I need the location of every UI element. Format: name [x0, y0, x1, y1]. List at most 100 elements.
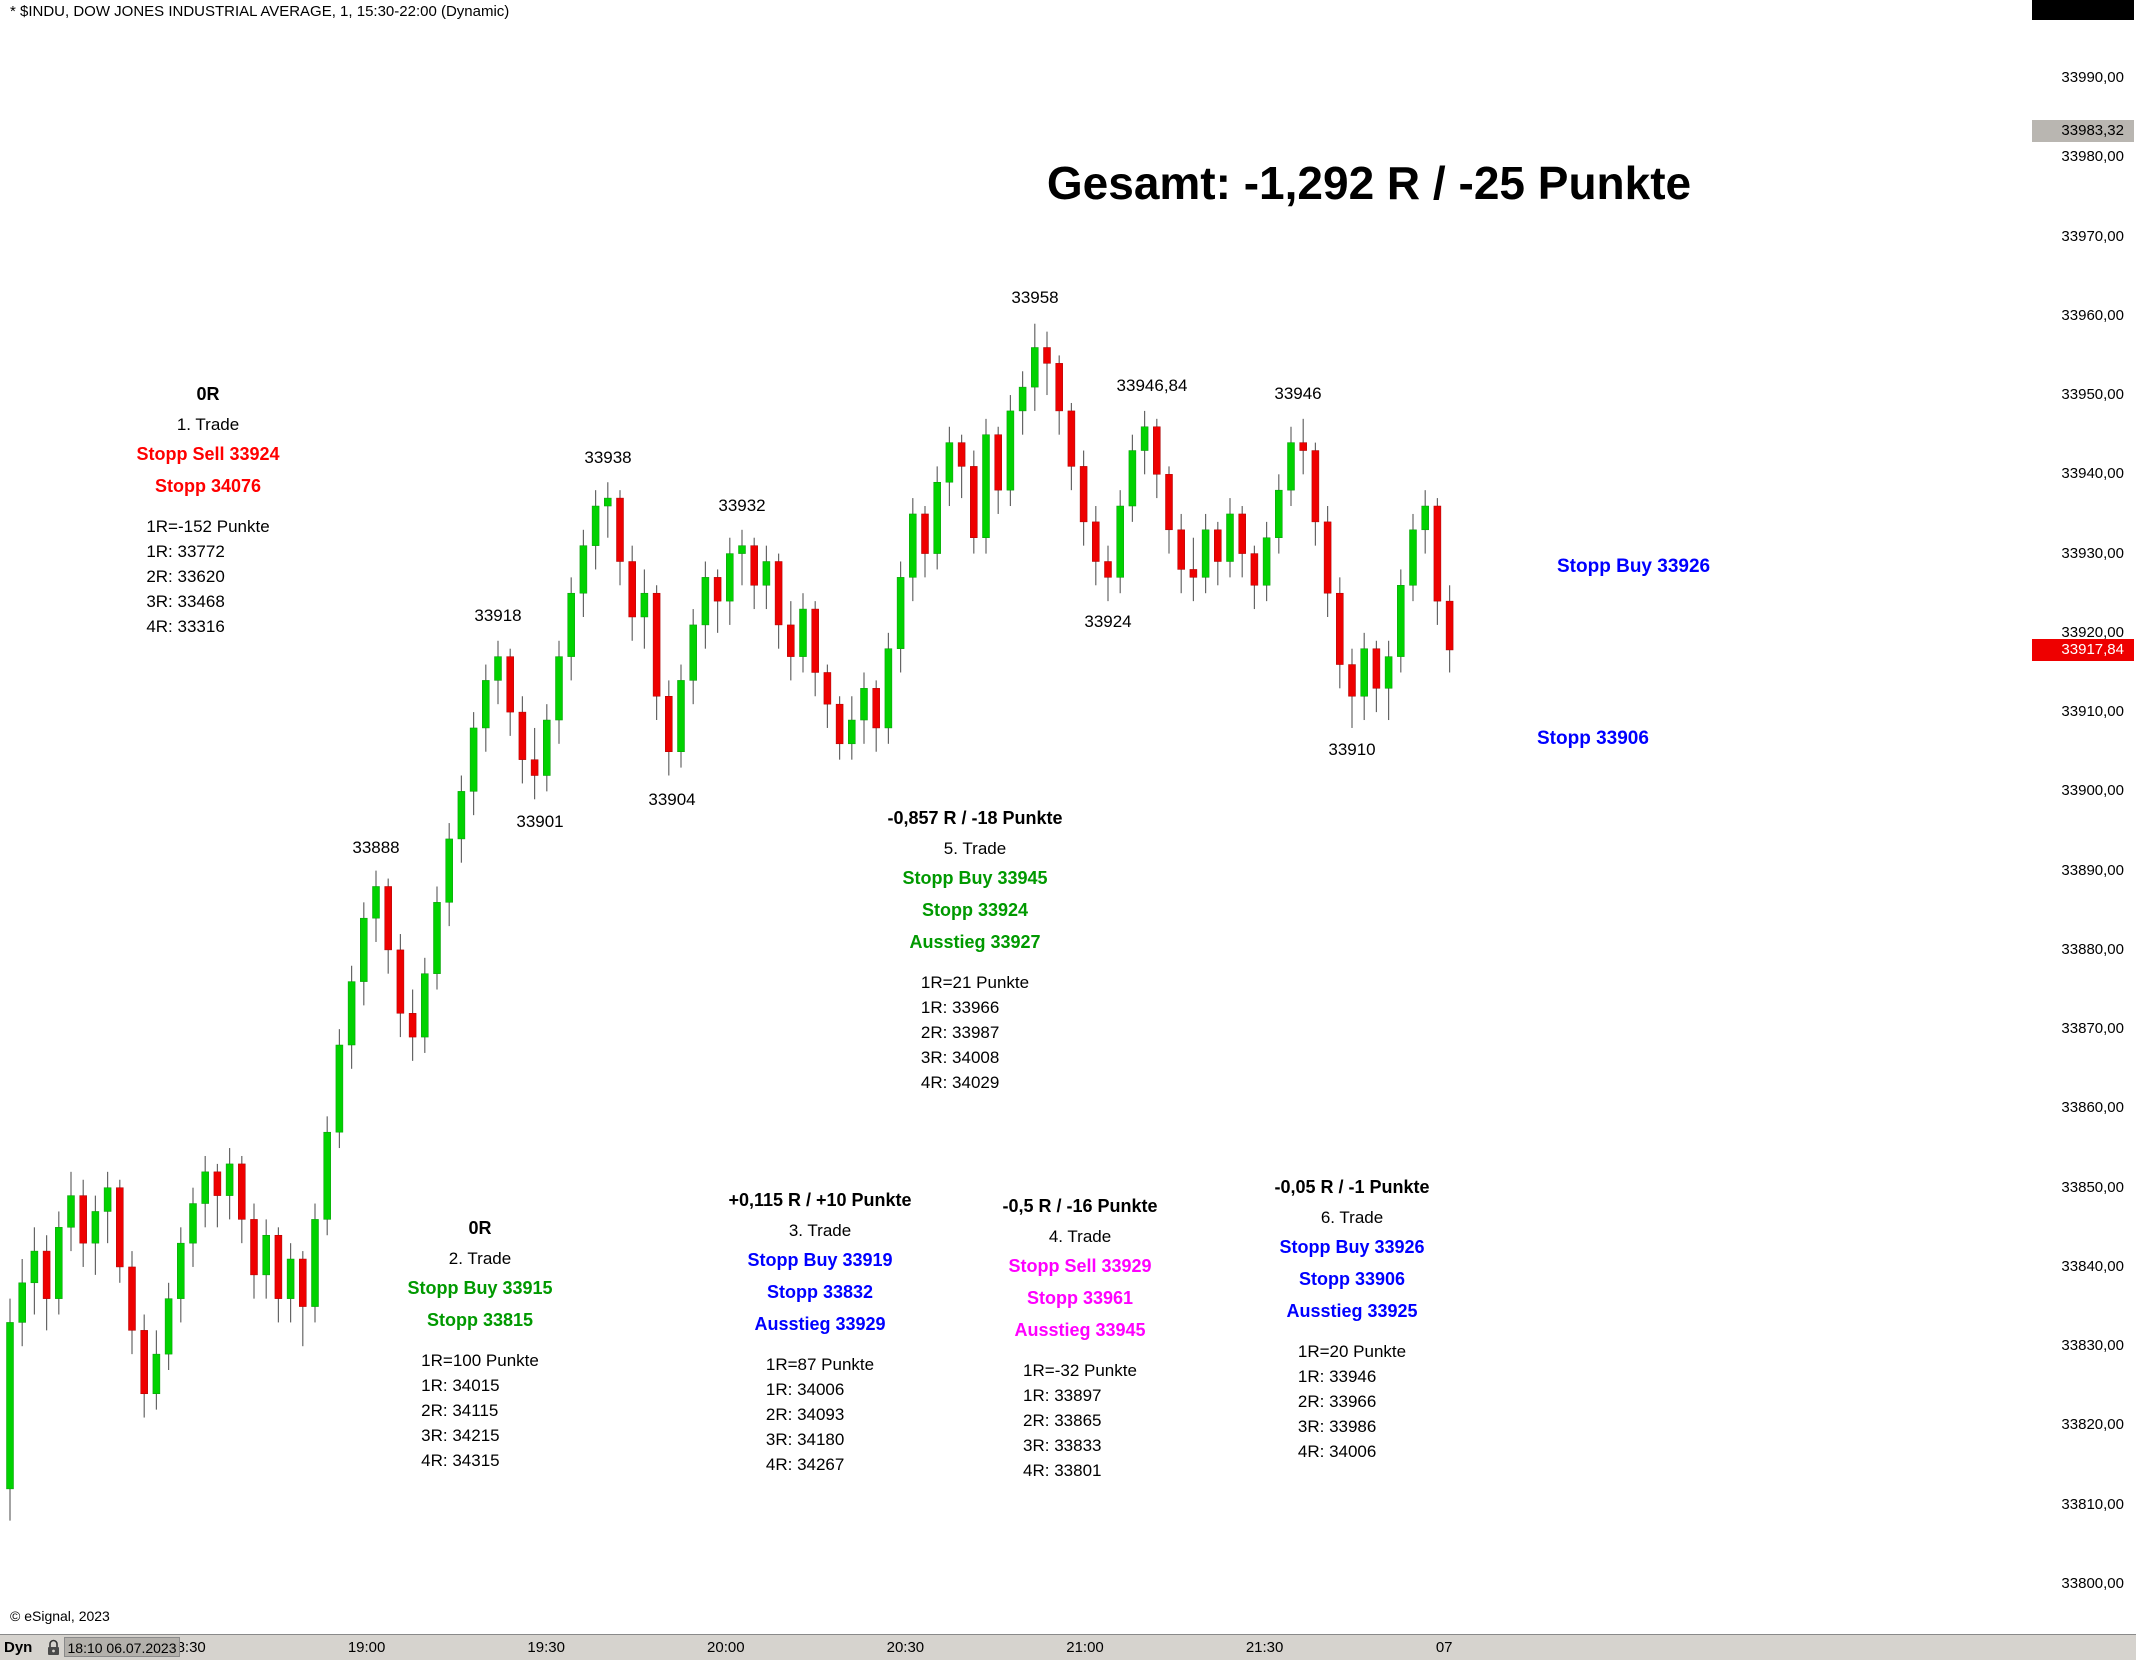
candle-body: [677, 680, 685, 752]
candle-body: [1433, 505, 1442, 602]
lock-icon[interactable]: [46, 1639, 61, 1660]
candle-body: [1421, 505, 1429, 531]
candle-body: [1445, 600, 1454, 651]
candle-body: [1299, 442, 1307, 451]
trade-r-line: 1R: 33897: [1023, 1386, 1102, 1405]
price-axis-label: 33800,00: [2061, 1574, 2124, 1592]
trade-r-line: 4R: 34029: [920, 1073, 1000, 1092]
candle-body: [555, 656, 563, 721]
trade-r-line: 2R: 34115: [421, 1401, 499, 1420]
swing-price-label: 33932: [718, 496, 766, 515]
candle-body: [482, 680, 490, 729]
candle-body: [299, 1258, 307, 1307]
trade-name: 2. Trade: [448, 1249, 512, 1268]
time-axis-label: 07: [1435, 1639, 1453, 1656]
candle-body: [30, 1250, 39, 1284]
candle-body: [1372, 648, 1381, 689]
candle-body: [79, 1195, 87, 1244]
candle-body: [469, 727, 478, 792]
candle-body: [1360, 648, 1368, 697]
trade-r-line: 3R: 34008: [920, 1048, 1000, 1067]
candle-body: [238, 1163, 246, 1220]
trade-r-line: 1R=100 Punkte: [421, 1351, 539, 1370]
candle-body: [1128, 450, 1137, 507]
price-axis-label: 33910,00: [2061, 703, 2124, 721]
trade-stop-line: Stopp 33906: [1298, 1269, 1406, 1289]
candle-body: [774, 561, 783, 626]
trade-annotation: +0,115 R / +10 Punkte 3. Trade Stopp Buy 3…: [728, 1190, 911, 1477]
trade-annotation: -0,05 R / -1 Punkte 6. Trade Stopp Buy 339…: [1274, 1177, 1429, 1464]
trade-r-line: 2R: 34093: [765, 1405, 845, 1424]
candle-body: [1409, 529, 1417, 586]
candle-body: [286, 1258, 295, 1299]
candle-body: [164, 1298, 173, 1355]
trade-stop-line: Stopp 33832: [766, 1282, 874, 1302]
candle-body: [665, 696, 673, 752]
candle-body: [1140, 426, 1149, 451]
price-axis-label: 33810,00: [2061, 1495, 2124, 1513]
candle-body: [384, 886, 392, 951]
candle-body: [396, 949, 405, 1014]
trade-r-line: 2R: 33987: [920, 1023, 1000, 1042]
candle-body: [189, 1203, 197, 1244]
time-axis[interactable]: 18:30 19:00 19:30 20:00 20:30 21:00 21:30 07 Dy…: [0, 1634, 2136, 1660]
trade-stop-line: Ausstieg 33925: [1286, 1301, 1418, 1321]
candle-body: [652, 592, 661, 697]
trade-r-line: 1R=20 Punkte: [1297, 1342, 1407, 1361]
candle-body: [91, 1211, 100, 1244]
candle-body: [848, 719, 856, 745]
price-axis[interactable]: 33990,00 33980,00 33970,00 33960,00 33950,00…: [2030, 0, 2136, 1634]
trade-name: 1. Trade: [176, 415, 240, 434]
swing-price-label: 33924: [1084, 612, 1132, 631]
candle-body: [945, 442, 954, 483]
candle-body: [372, 886, 380, 919]
candle-body: [738, 545, 746, 554]
candle-body: [1092, 521, 1100, 562]
time-axis-label: 21:00: [1066, 1639, 1104, 1656]
price-axis-label: 33940,00: [2061, 465, 2124, 483]
candle-body: [616, 497, 624, 562]
candle-body: [909, 513, 917, 578]
candle-body: [518, 711, 527, 760]
trade-result: -0,05 R / -1 Punkte: [1274, 1177, 1430, 1197]
trade-r-levels: 1R=100 Punkte 1R: 34015 2R: 34115 3R: 34215…: [421, 1348, 539, 1473]
dyn-mode-button[interactable]: Dyn: [4, 1639, 33, 1656]
candle-body: [433, 902, 441, 974]
candle-body: [506, 656, 514, 713]
chart-canvas[interactable]: Gesamt: -1,292 R / -25 Punkte 33888 33918…: [0, 0, 2030, 1634]
trade-name: 3. Trade: [788, 1221, 852, 1240]
swing-price-label: 33888: [352, 838, 400, 857]
candle-body: [408, 1013, 417, 1038]
candle-body: [177, 1242, 185, 1299]
candle-body: [1275, 489, 1283, 538]
trade-r-line: 1R: 34015: [421, 1376, 500, 1395]
candle-body: [103, 1187, 112, 1212]
candle-body: [360, 917, 368, 982]
trade-r-line: 2R: 33620: [146, 567, 225, 586]
copyright: © eSignal, 2023: [10, 1608, 110, 1624]
time-axis-label: 19:30: [527, 1639, 565, 1656]
candle-body: [982, 434, 990, 538]
candle-body: [213, 1171, 222, 1196]
candle-body: [1384, 656, 1393, 689]
trade-stop-line: Stopp 33961: [1026, 1288, 1134, 1308]
trade-r-line: 1R=21 Punkte: [920, 973, 1030, 992]
trade-result: 0R: [468, 1218, 492, 1238]
trade-annotation: -0,5 R / -16 Punkte 4. Trade Stopp Sell 33…: [1002, 1196, 1157, 1483]
trade-r-line: 1R: 33946: [1297, 1367, 1377, 1386]
price-axis-top-marker: [2032, 0, 2134, 20]
price-axis-label: 33970,00: [2061, 227, 2124, 245]
candlestick-series: [6, 323, 1454, 1521]
trade-r-line: 4R: 33801: [1023, 1461, 1102, 1480]
trade-r-line: 1R: 34006: [765, 1380, 845, 1399]
candle-body: [323, 1131, 331, 1220]
candle-body: [250, 1219, 258, 1276]
trade-result: 0R: [196, 384, 220, 404]
price-axis-label: 33880,00: [2061, 940, 2124, 958]
candle-body: [921, 513, 929, 554]
trade-annotation: -0,857 R / -18 Punkte 5. Trade Stopp Buy 3…: [887, 808, 1062, 1095]
price-axis-label: 33850,00: [2061, 1178, 2124, 1196]
trade-r-line: 2R: 33865: [1023, 1411, 1102, 1430]
candle-body: [579, 545, 588, 594]
candle-body: [591, 505, 600, 546]
